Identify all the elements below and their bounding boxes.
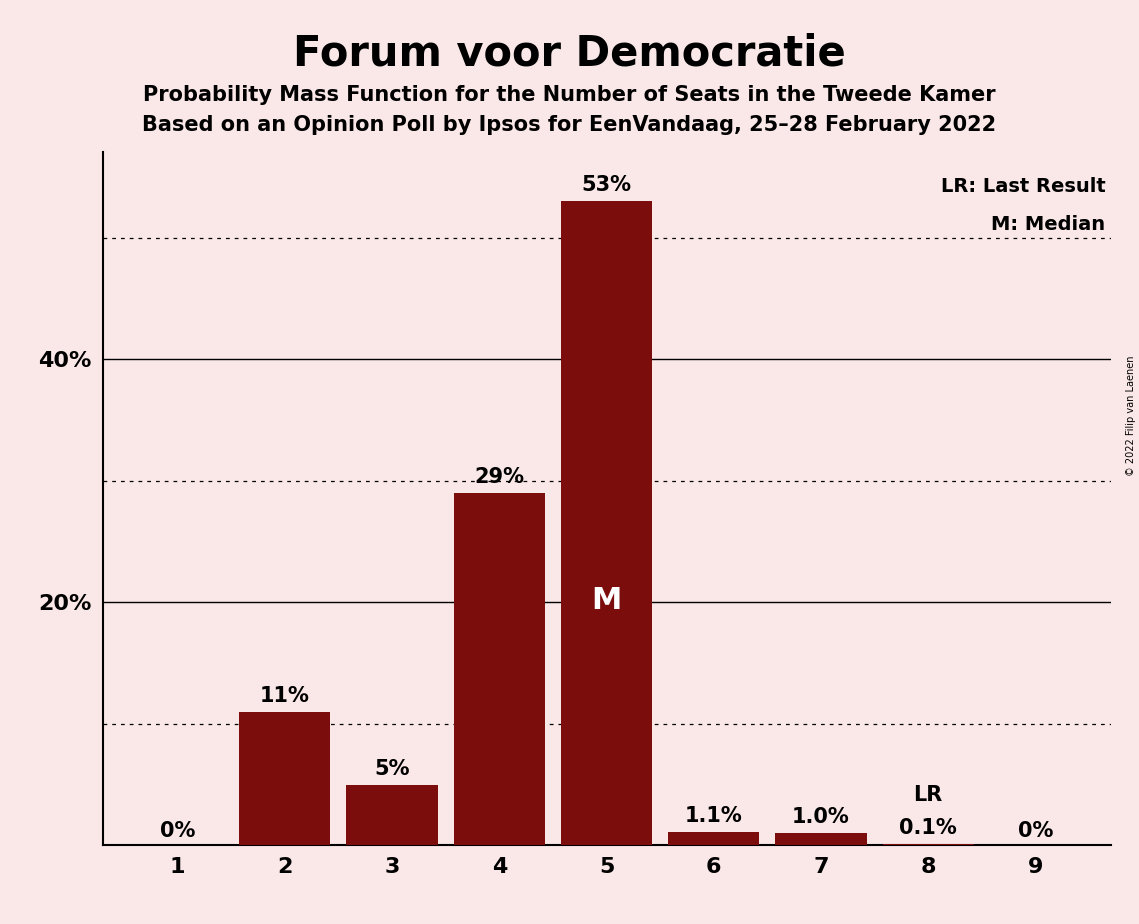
Bar [560, 201, 653, 845]
Text: 0%: 0% [159, 821, 195, 841]
Bar [239, 711, 330, 845]
Text: 0%: 0% [1018, 821, 1054, 841]
Text: 0.1%: 0.1% [900, 818, 957, 838]
Text: 1.1%: 1.1% [685, 806, 743, 826]
Text: © 2022 Filip van Laenen: © 2022 Filip van Laenen [1126, 356, 1136, 476]
Text: 29%: 29% [474, 467, 524, 487]
Text: 53%: 53% [582, 175, 631, 195]
Bar [453, 492, 544, 845]
Text: M: M [591, 586, 622, 615]
Text: Probability Mass Function for the Number of Seats in the Tweede Kamer: Probability Mass Function for the Number… [144, 85, 995, 105]
Text: Based on an Opinion Poll by Ipsos for EenVandaag, 25–28 February 2022: Based on an Opinion Poll by Ipsos for Ee… [142, 115, 997, 135]
Text: 5%: 5% [375, 759, 410, 779]
Text: M: Median: M: Median [991, 215, 1106, 234]
Text: LR: LR [913, 785, 943, 806]
Bar [776, 833, 867, 845]
Text: 11%: 11% [260, 686, 310, 706]
Bar [346, 784, 437, 845]
Text: Forum voor Democratie: Forum voor Democratie [293, 32, 846, 74]
Text: LR: Last Result: LR: Last Result [941, 176, 1106, 196]
Bar [669, 833, 760, 845]
Text: 1.0%: 1.0% [792, 808, 850, 827]
